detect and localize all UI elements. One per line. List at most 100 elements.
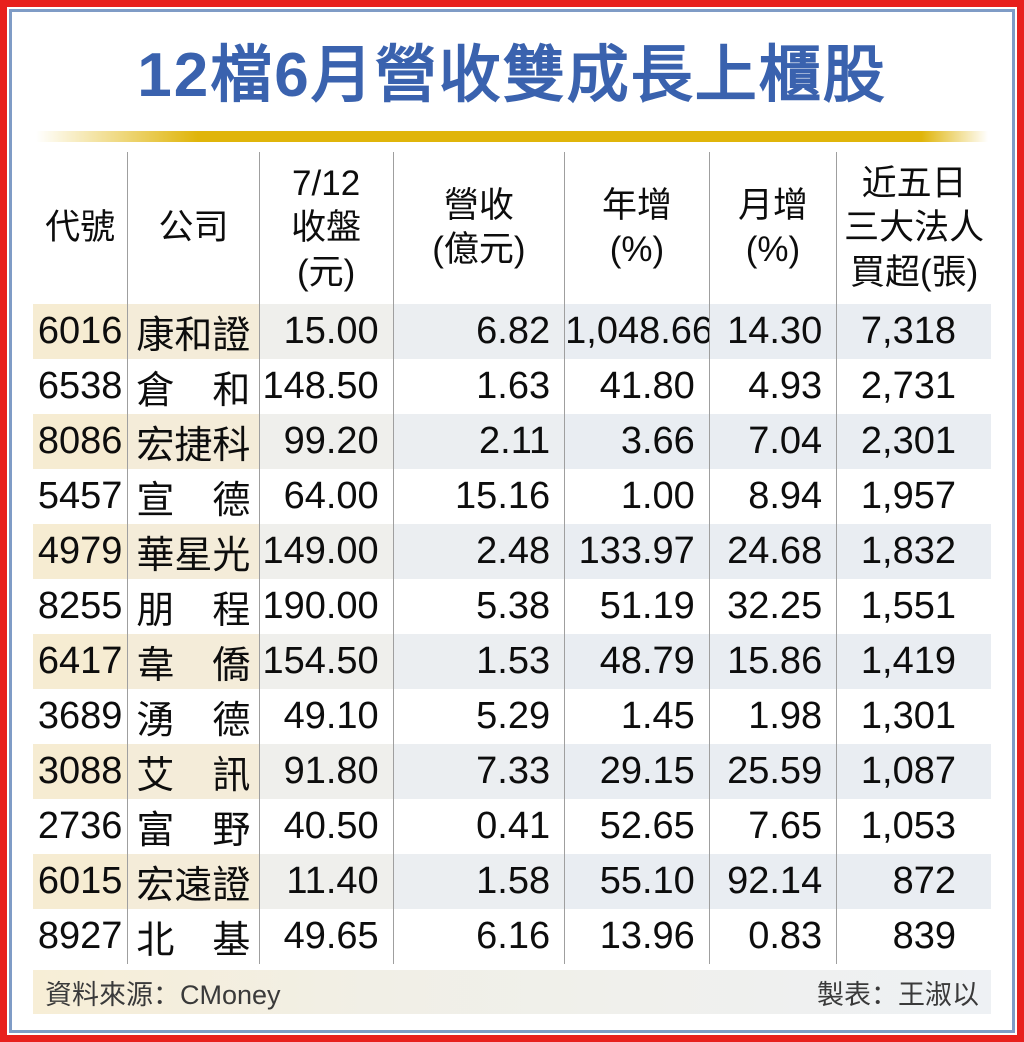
cell-close: 11.40 xyxy=(259,854,394,910)
cell-code: 8927 xyxy=(33,909,129,965)
cell-net_buy: 2,731 xyxy=(860,365,956,408)
page-title: 12檔6月營收雙成長上櫃股 xyxy=(137,41,887,110)
cell-yoy: 52.65 xyxy=(564,799,710,855)
cell-net_buy: 1,551 xyxy=(860,585,956,628)
cell-close: 190.00 xyxy=(259,579,394,635)
cell-code: 5457 xyxy=(33,469,129,525)
column-header-line: 月增 xyxy=(737,185,808,225)
cell-net_buy: 1,832 xyxy=(836,524,991,580)
cell-mom: 15.86 xyxy=(709,634,838,690)
stock-table-container: 代號 公司 7/12 收盤 (元) 營收 (億元) 年增 (%) 月增 (%) 近五日三大法人 買超(張… xyxy=(33,152,991,965)
cell-name: 朋 程 xyxy=(127,579,260,635)
cell-close: 149.00 xyxy=(259,524,394,580)
cell-net_buy: 1,419 xyxy=(836,634,991,690)
cell-mom: 7.04 xyxy=(709,414,838,470)
cell-mom: 4.93 xyxy=(709,359,838,415)
cell-code: 2736 xyxy=(33,799,129,855)
column-header-line: (元) xyxy=(296,252,356,292)
cell-yoy: 13.96 xyxy=(564,909,710,965)
column-header-line: (%) xyxy=(745,230,801,270)
cell-mom: 0.83 xyxy=(709,909,838,965)
table-row: 3689 湧 德 49.10 5.29 1.45 1.98 1,301 xyxy=(33,689,991,745)
cell-close: 154.50 xyxy=(259,634,394,690)
cell-code: 6015 xyxy=(33,854,129,910)
table-credit-label: 製表：王淑以 xyxy=(817,979,979,1010)
column-header-line: 7/12 xyxy=(292,163,361,203)
cell-mom: 32.25 xyxy=(709,579,838,635)
column-header-line: 年增 xyxy=(601,185,672,225)
table-row: 3088 艾 訊 91.80 7.33 29.15 25.59 1,087 xyxy=(33,744,991,800)
column-header-close: 7/12 收盤 (元) xyxy=(259,152,394,305)
column-header-line: 買超(張) xyxy=(849,252,979,292)
cell-yoy: 41.80 xyxy=(564,359,710,415)
cell-close: 49.65 xyxy=(259,909,394,965)
cell-revenue: 2.48 xyxy=(393,524,566,580)
column-header-code: 代號 xyxy=(33,152,129,305)
cell-name: 華星光 xyxy=(127,524,260,580)
cell-mom: 14.30 xyxy=(709,304,838,360)
cell-name: 宏捷科 xyxy=(127,414,260,470)
table-row: 6538 倉 和 148.50 1.63 41.80 4.93 2,731 xyxy=(33,359,991,415)
column-header-line: 營收 xyxy=(443,185,514,225)
blue-inner-frame: 12檔6月營收雙成長上櫃股 代號 公司 7/12 收盤 (元) 營收 (億元) 年增 (%) 月增… xyxy=(9,9,1015,1033)
cell-name: 宣 德 xyxy=(127,469,260,525)
cell-revenue: 6.16 xyxy=(393,909,566,965)
cell-yoy: 48.79 xyxy=(564,634,710,690)
cell-revenue: 1.53 xyxy=(393,634,566,690)
cell-name: 富 野 xyxy=(127,799,260,855)
cell-code: 8086 xyxy=(33,414,129,470)
cell-code: 8255 xyxy=(33,579,129,635)
cell-close: 40.50 xyxy=(259,799,394,855)
cell-revenue: 1.58 xyxy=(393,854,566,910)
column-header-line: 近五日 xyxy=(861,163,967,203)
cell-net_buy: 1,301 xyxy=(860,695,956,738)
cell-yoy: 1,048.66 xyxy=(564,304,710,360)
column-header-line: 三大法人 xyxy=(844,208,985,248)
cell-mom: 92.14 xyxy=(709,854,838,910)
cell-yoy: 1.45 xyxy=(564,689,710,745)
cell-close: 148.50 xyxy=(259,359,394,415)
cell-yoy: 55.10 xyxy=(564,854,710,910)
cell-net_buy: 2,301 xyxy=(836,414,991,470)
cell-name: 韋 僑 xyxy=(127,634,260,690)
cell-name: 湧 德 xyxy=(127,689,260,745)
table-row: 2736 富 野 40.50 0.41 52.65 7.65 1,053 xyxy=(33,799,991,855)
cell-yoy: 3.66 xyxy=(564,414,710,470)
column-header-name: 公司 xyxy=(127,152,260,305)
cell-code: 4979 xyxy=(33,524,129,580)
cell-name: 宏遠證 xyxy=(127,854,260,910)
stock-table: 代號 公司 7/12 收盤 (元) 營收 (億元) 年增 (%) 月增 (%) 近五日三大法人 買超(張… xyxy=(33,152,991,965)
gold-divider-bar xyxy=(36,131,988,143)
cell-close: 49.10 xyxy=(259,689,394,745)
column-header-line: (%) xyxy=(609,230,665,270)
table-row: 5457 宣 德 64.00 15.16 1.00 8.94 1,957 xyxy=(33,469,991,525)
cell-revenue: 7.33 xyxy=(393,744,566,800)
cell-close: 15.00 xyxy=(259,304,394,360)
cell-yoy: 29.15 xyxy=(564,744,710,800)
column-header-mom: 月增 (%) xyxy=(709,152,838,305)
cell-net_buy: 1,957 xyxy=(860,475,956,518)
column-header-line: (億元) xyxy=(432,230,526,270)
cell-revenue: 6.82 xyxy=(393,304,566,360)
cell-net_buy: 1,087 xyxy=(836,744,991,800)
cell-yoy: 51.19 xyxy=(564,579,710,635)
table-footer: 資料來源：CMoney 製表：王淑以 xyxy=(33,970,991,1015)
cell-net_buy: 839 xyxy=(892,915,956,958)
column-header-netbuy: 近五日三大法人 買超(張) xyxy=(836,152,991,305)
cell-revenue: 1.63 xyxy=(393,359,566,415)
cell-close: 91.80 xyxy=(259,744,394,800)
cell-mom: 8.94 xyxy=(709,469,838,525)
table-row: 8086 宏捷科 99.20 2.11 3.66 7.04 2,301 xyxy=(33,414,991,470)
cell-code: 3689 xyxy=(33,689,129,745)
column-header-line: 收盤 xyxy=(291,208,362,248)
cell-net_buy: 7,318 xyxy=(836,304,991,360)
cell-mom: 24.68 xyxy=(709,524,838,580)
cell-code: 6538 xyxy=(33,359,129,415)
cell-yoy: 133.97 xyxy=(564,524,710,580)
cell-revenue: 5.29 xyxy=(393,689,566,745)
cell-code: 3088 xyxy=(33,744,129,800)
cell-name: 艾 訊 xyxy=(127,744,260,800)
cell-revenue: 0.41 xyxy=(393,799,566,855)
cell-name: 康和證 xyxy=(127,304,260,360)
